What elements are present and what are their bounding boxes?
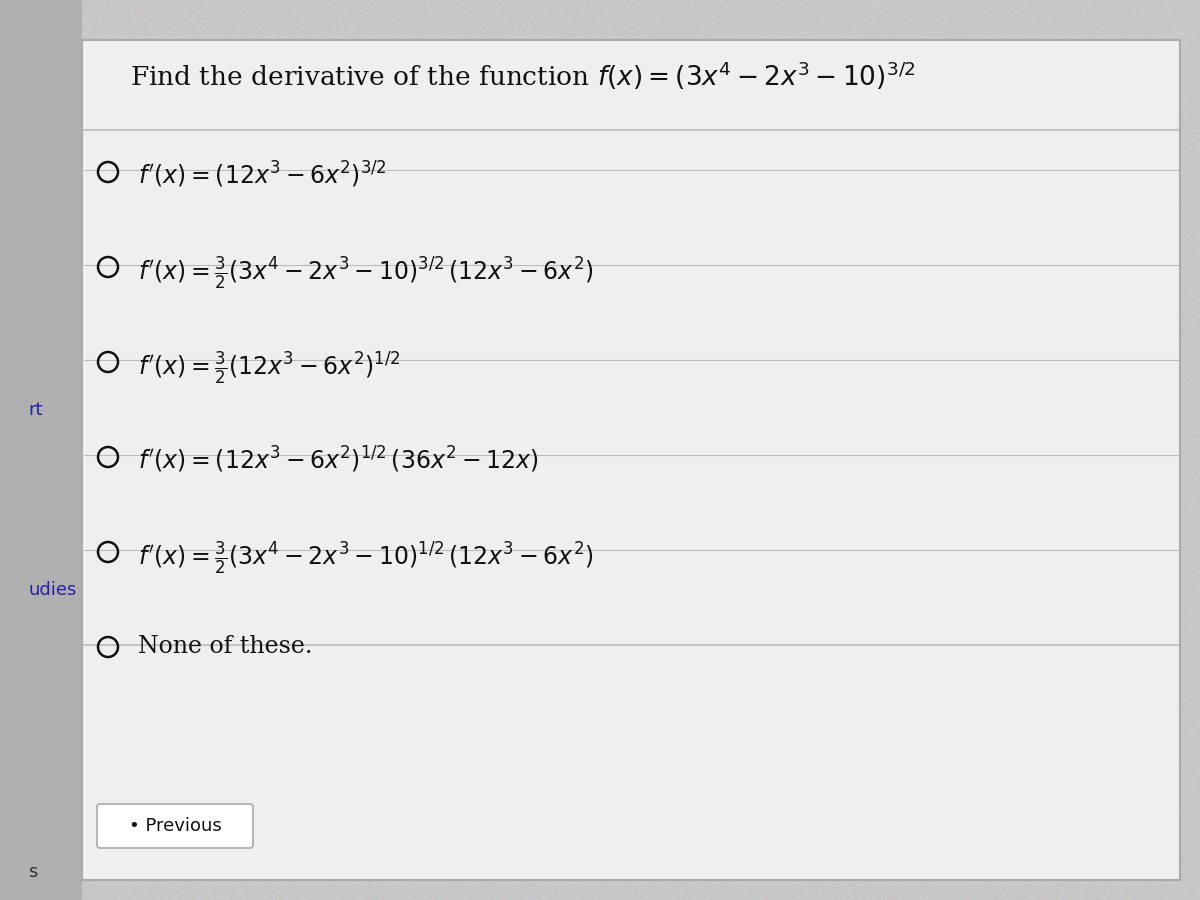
FancyBboxPatch shape (82, 40, 1180, 880)
Text: $f'(x) = \frac{3}{2}(12x^3 - 6x^2)^{1/2}$: $f'(x) = \frac{3}{2}(12x^3 - 6x^2)^{1/2}… (138, 350, 400, 387)
Text: udies: udies (28, 581, 77, 599)
Text: Find the derivative of the function $f(x) = (3x^4 - 2x^3 - 10)^{3/2}$: Find the derivative of the function $f(x… (130, 60, 916, 93)
Text: $f'(x) = (12x^3 - 6x^2)^{1/2}\,(36x^2 - 12x)$: $f'(x) = (12x^3 - 6x^2)^{1/2}\,(36x^2 - … (138, 445, 539, 475)
Text: None of these.: None of these. (138, 635, 312, 658)
Text: $f'(x) = \frac{3}{2}(3x^4 - 2x^3 - 10)^{1/2}\,(12x^3 - 6x^2)$: $f'(x) = \frac{3}{2}(3x^4 - 2x^3 - 10)^{… (138, 540, 594, 578)
Text: $f'(x) = (12x^3 - 6x^2)^{3/2}$: $f'(x) = (12x^3 - 6x^2)^{3/2}$ (138, 160, 386, 190)
FancyBboxPatch shape (97, 804, 253, 848)
Text: rt: rt (28, 401, 42, 419)
FancyBboxPatch shape (0, 0, 82, 900)
Text: s: s (28, 863, 37, 881)
Text: $f'(x) = \frac{3}{2}(3x^4 - 2x^3 - 10)^{3/2}\,(12x^3 - 6x^2)$: $f'(x) = \frac{3}{2}(3x^4 - 2x^3 - 10)^{… (138, 255, 594, 292)
Text: • Previous: • Previous (128, 817, 221, 835)
